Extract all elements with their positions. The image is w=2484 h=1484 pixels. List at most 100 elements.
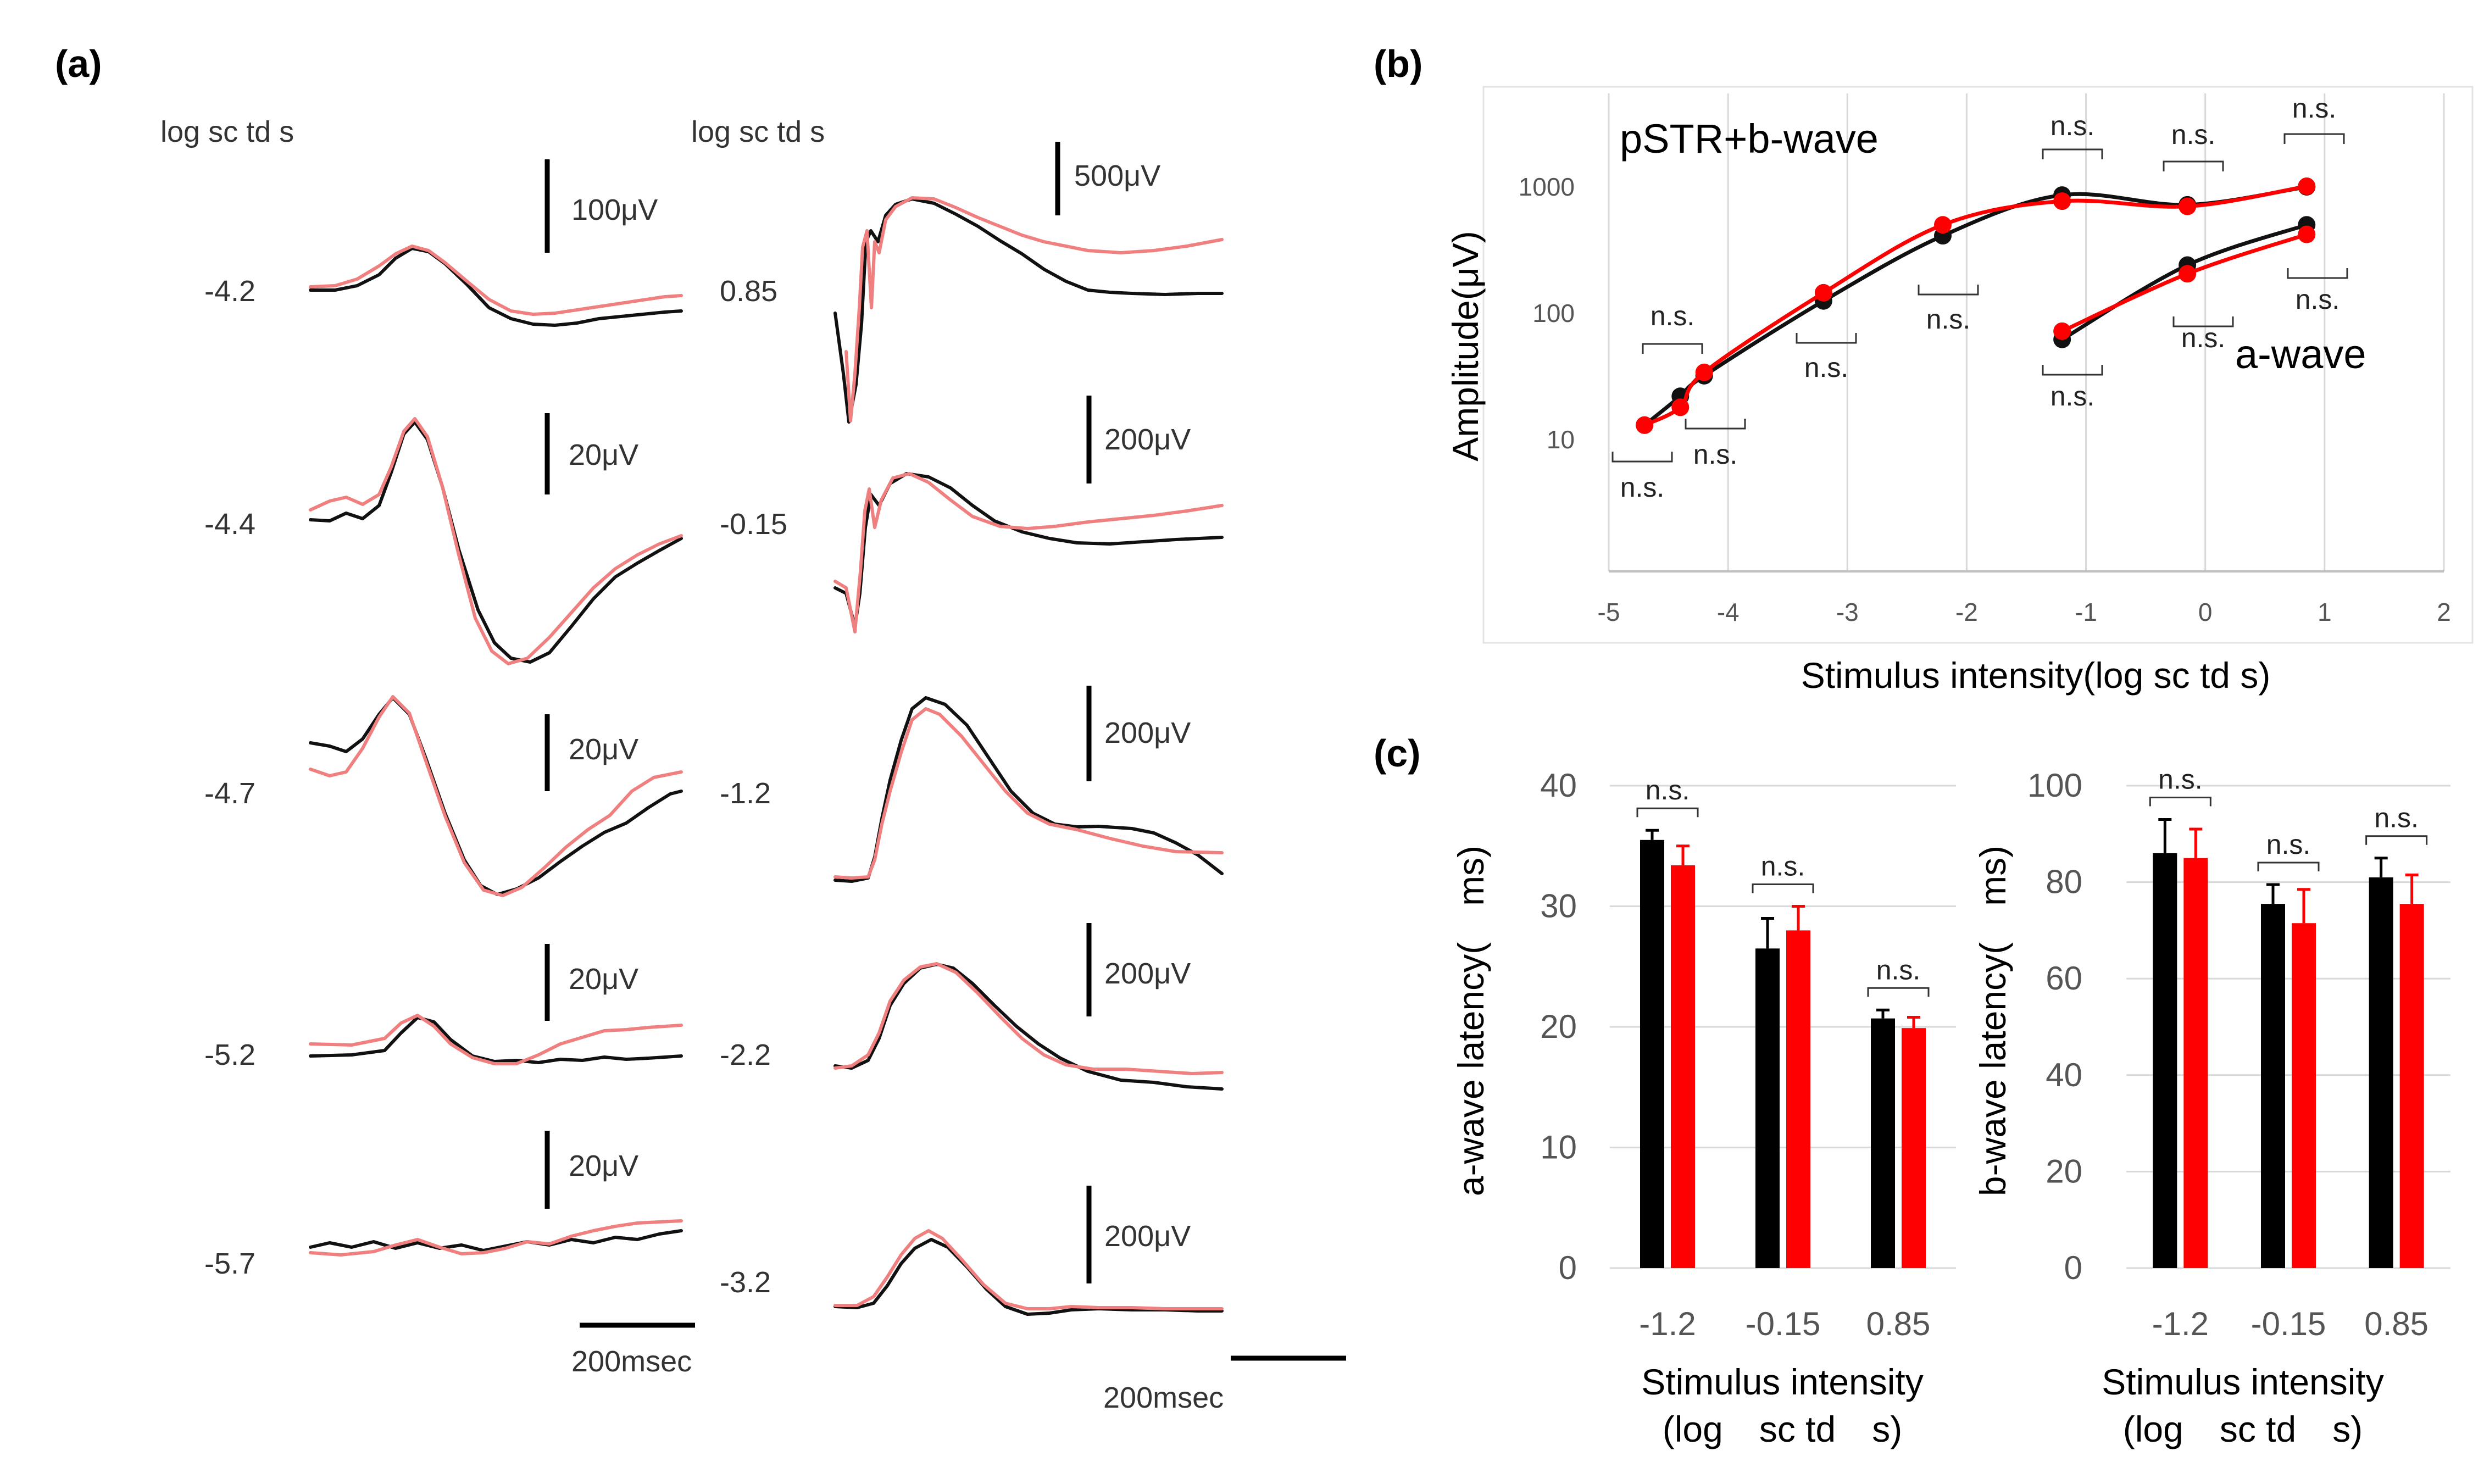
left-intensity-label: -4.4 [204, 508, 255, 541]
bar [2153, 853, 2177, 1268]
sig-label: n.s. [1761, 851, 1805, 882]
panel-c-letter: (c) [1374, 732, 1421, 775]
sig-marker: n.s. [2163, 119, 2224, 171]
panel-b-frame [1482, 86, 2474, 644]
trace-row [309, 1219, 683, 1257]
x-tick-label: -1.2 [2152, 1305, 2209, 1342]
sig-label: n.s. [2374, 803, 2419, 833]
sig-bracket [2257, 862, 2320, 871]
bar [2292, 923, 2316, 1268]
sig-bracket [1867, 987, 1930, 997]
sig-label: n.s. [2181, 323, 2226, 353]
trace-treated [309, 1014, 683, 1065]
data-point [2053, 322, 2071, 340]
sig-bracket [2149, 796, 2211, 807]
trace-treated [833, 472, 1224, 633]
data-point [1934, 216, 1952, 234]
right-intensity-label: -2.2 [720, 1038, 771, 1071]
sig-marker: n.s. [2287, 268, 2348, 315]
data-point [1671, 398, 1690, 416]
bar [1640, 840, 1664, 1268]
trace-row [309, 244, 683, 327]
amplitude-scale-label: 200μV [1104, 1220, 1191, 1253]
time-scale-label: 200msec [1103, 1381, 1224, 1414]
trace-control [309, 247, 683, 327]
y-tick-label: 40 [1540, 767, 1577, 804]
sig-bracket [1752, 883, 1814, 893]
sig-bracket [1611, 452, 1673, 463]
bar [2399, 904, 2424, 1268]
bar [2369, 877, 2393, 1268]
y-tick-label: 100 [2027, 767, 2082, 804]
sig-marker: n.s. [2172, 316, 2234, 353]
trace-row [309, 417, 683, 665]
panel-b-x-ticks: -5 -4 -3 -2 -1 0 1 2 [1598, 598, 2451, 626]
left-intensity-label: -5.2 [204, 1038, 255, 1071]
c2-gridlines [2126, 785, 2450, 1269]
trace-row [309, 1014, 683, 1065]
sig-label: n.s. [2171, 119, 2216, 150]
sig-label: n.s. [2158, 764, 2203, 794]
x-tick-label: -1.2 [1639, 1305, 1696, 1342]
panel-b-gridlines [1608, 93, 2445, 573]
sig-label: n.s. [1876, 954, 1921, 985]
data-point [1695, 363, 1713, 381]
sig-bracket [2172, 316, 2234, 327]
a-wave-annotation: a-wave [2235, 331, 2366, 377]
bar [2261, 904, 2285, 1268]
x-tick-label: -1 [2075, 598, 2097, 626]
trace-control [833, 963, 1224, 1091]
panel-a-right-header: log sc td s [691, 115, 825, 148]
trace-row [833, 196, 1224, 424]
panel-a-letter: (a) [55, 42, 102, 85]
sig-label: n.s. [2050, 110, 2095, 141]
amplitude-scale-label: 20μV [569, 963, 638, 996]
sig-label: n.s. [2050, 381, 2095, 412]
trace-control [833, 472, 1224, 628]
y-tick-label: 40 [2046, 1057, 2082, 1093]
y-tick-label: 80 [2046, 864, 2082, 901]
a-wave-latency-chart: 0 10 20 30 40 n.s. n.s. n.s. -1.2 -0.15 0.85 a-w… [1451, 767, 1956, 1449]
panel-b: (b) 10 100 1000 -5 -4 -3 -2 -1 0 1 2 Amplitude(μV… [1374, 42, 2474, 696]
trace-control [309, 420, 683, 664]
c1-x-axis-title-line2: (log sc td s) [1663, 1409, 1902, 1449]
x-tick-label: -2 [1955, 598, 1978, 626]
panel-b-series [1636, 177, 2316, 434]
sig-bracket [1685, 419, 1746, 430]
y-tick-label: 0 [2064, 1249, 2082, 1286]
sig-marker: n.s. [1642, 301, 1703, 354]
y-tick-label: 10 [1540, 1129, 1577, 1166]
c2-bars: n.s. n.s. n.s. [2149, 764, 2428, 1268]
data-point [2053, 192, 2071, 210]
right-intensity-label: -3.2 [720, 1266, 771, 1299]
x-tick-label: 2 [2437, 598, 2451, 626]
x-tick-label: -4 [1717, 598, 1740, 626]
trace-treated [309, 244, 683, 316]
sig-label: n.s. [2266, 829, 2311, 860]
right-intensity-label: -1.2 [720, 777, 771, 810]
c2-x-axis-title-line1: Stimulus intensity [2102, 1361, 2384, 1402]
sig-label: n.s. [2296, 284, 2340, 315]
c2-x-axis-title-line2: (log sc td s) [2123, 1409, 2363, 1449]
y-tick-label: 20 [1540, 1008, 1577, 1045]
panel-a-left-header: log sc td s [160, 115, 294, 148]
sig-bracket [2287, 268, 2348, 279]
bar [1871, 1018, 1895, 1268]
x-tick-label: 0 [2198, 598, 2213, 626]
x-tick-label: -0.15 [1746, 1305, 1821, 1342]
sig-label: n.s. [1620, 472, 1665, 503]
data-point [1814, 284, 1832, 302]
sig-label: n.s. [1646, 775, 1690, 805]
x-tick-label: 1 [2318, 598, 2332, 626]
panel-c: (c) 0 10 20 30 40 n.s. n.s. n.s. -1.2 -0.15 0.85… [1374, 732, 2450, 1449]
time-scale-label: 200msec [571, 1345, 692, 1378]
left-intensity-label: -4.2 [204, 275, 255, 308]
c1-y-ticks: 0 10 20 30 40 [1540, 767, 1577, 1286]
trace-treated [833, 962, 1224, 1075]
sig-bracket [1918, 285, 1979, 296]
y-tick-label: 60 [2046, 960, 2082, 997]
right-intensity-label: 0.85 [720, 275, 777, 308]
trace-treated [844, 196, 1224, 423]
